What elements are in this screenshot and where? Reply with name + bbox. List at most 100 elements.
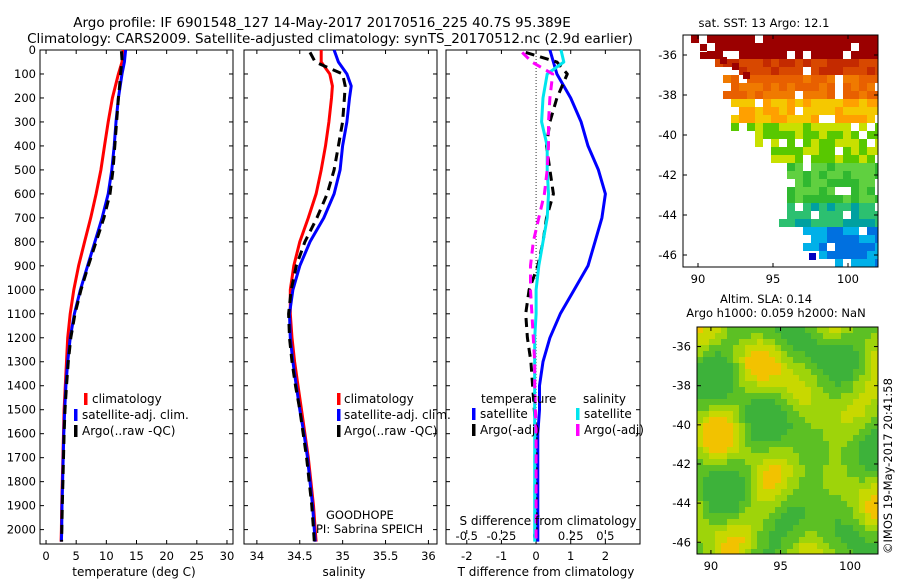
sla-pixel — [697, 459, 703, 465]
sst-pixel — [771, 35, 779, 43]
sla-pixel — [835, 393, 841, 399]
sst-pixel — [747, 83, 755, 91]
sst-pixel — [843, 235, 851, 243]
sla-pixel — [727, 549, 733, 554]
sla-pixel — [823, 459, 829, 465]
sla-pixel — [787, 477, 793, 483]
sla-pixel — [805, 525, 811, 531]
sla-pixel — [811, 471, 817, 477]
sla-pixel — [853, 549, 859, 554]
sla-pixel — [805, 507, 811, 513]
sla-pixel — [697, 489, 703, 495]
sla-pixel — [817, 441, 823, 447]
sla-pixel — [733, 381, 739, 387]
sla-pixel — [841, 453, 847, 459]
sst-pixel — [835, 259, 843, 267]
sst-pixel — [787, 187, 795, 195]
sla-pixel — [781, 453, 787, 459]
sla-pixel — [859, 351, 865, 357]
sst-pixel — [835, 227, 843, 235]
sla-pixel — [823, 471, 829, 477]
sla-pixel — [751, 465, 757, 471]
sla-pixel — [799, 543, 805, 549]
sst-pixel — [811, 51, 819, 59]
sla-pixel — [715, 429, 721, 435]
sla-pixel — [745, 519, 751, 525]
sla-pixel — [715, 519, 721, 525]
sla-pixel — [733, 519, 739, 525]
sst-pixel — [763, 107, 771, 115]
sla-pixel — [799, 381, 805, 387]
sla-pixel — [787, 405, 793, 411]
sla-pixel — [811, 435, 817, 441]
sla-pixel — [751, 459, 757, 465]
sla-pixel — [763, 417, 769, 423]
sla-pixel — [841, 459, 847, 465]
sla-pixel — [757, 339, 763, 345]
legend-swatch-t-argo — [472, 424, 476, 436]
sst-pixel — [827, 163, 835, 171]
sst-pixel — [795, 59, 803, 67]
sla-pixel — [841, 513, 847, 519]
sst-pixel — [763, 75, 771, 83]
sla-pixel — [793, 399, 799, 405]
sst-pixel — [819, 195, 827, 203]
sla-pixel — [859, 465, 865, 471]
sla-pixel — [727, 525, 733, 531]
sla-pixel — [835, 537, 841, 543]
sla-pixel — [775, 429, 781, 435]
sst-pixel — [747, 51, 755, 59]
sla-pixel — [805, 543, 811, 549]
legend-climatology: climatology — [92, 392, 162, 406]
sla-pixel — [751, 519, 757, 525]
sla-pixel — [715, 489, 721, 495]
sst-pixel — [851, 179, 859, 187]
sla-pixel — [757, 525, 763, 531]
sla-pixel — [817, 507, 823, 513]
sla-pixel — [811, 489, 817, 495]
sla-pixel — [817, 447, 823, 453]
sla-pixel — [739, 483, 745, 489]
sst-pixel — [755, 91, 763, 99]
sla-pixel — [739, 549, 745, 554]
sla-pixel — [871, 501, 877, 507]
sla-pixel — [817, 477, 823, 483]
sst-pixel — [867, 155, 875, 163]
sla-pixel — [751, 363, 757, 369]
sla-pixel — [769, 495, 775, 501]
sla-pixel — [793, 381, 799, 387]
sla-pixel — [703, 357, 709, 363]
sst-pixel — [859, 123, 867, 131]
sst-pixel — [843, 243, 851, 251]
map-y-tick-label: -46 — [672, 535, 691, 549]
sla-pixel — [709, 339, 715, 345]
sla-pixel — [733, 339, 739, 345]
x-tick-label: 34.5 — [287, 549, 313, 563]
sla-pixel — [697, 465, 703, 471]
sst-pixel — [739, 43, 747, 51]
sla-pixel — [763, 411, 769, 417]
sla-pixel — [829, 519, 835, 525]
sla-pixel — [769, 399, 775, 405]
sst-pixel — [731, 99, 739, 107]
sst-pixel — [795, 83, 803, 91]
sst-pixel — [811, 171, 819, 179]
sla-pixel — [847, 459, 853, 465]
sla-pixel — [847, 447, 853, 453]
sst-pixel — [787, 155, 795, 163]
sla-pixel — [865, 429, 871, 435]
sla-pixel — [733, 513, 739, 519]
sla-pixel — [829, 339, 835, 345]
sst-pixel — [819, 243, 827, 251]
sst-pixel — [843, 67, 851, 75]
sla-pixel — [739, 507, 745, 513]
sla-pixel — [817, 399, 823, 405]
sst-pixel — [787, 75, 795, 83]
sla-pixel — [775, 465, 781, 471]
sst-pixel — [859, 187, 867, 195]
sla-pixel — [739, 345, 745, 351]
sla-pixel — [703, 387, 709, 393]
sla-pixel — [787, 369, 793, 375]
sst-pixel — [747, 99, 755, 107]
sla-pixel — [793, 483, 799, 489]
